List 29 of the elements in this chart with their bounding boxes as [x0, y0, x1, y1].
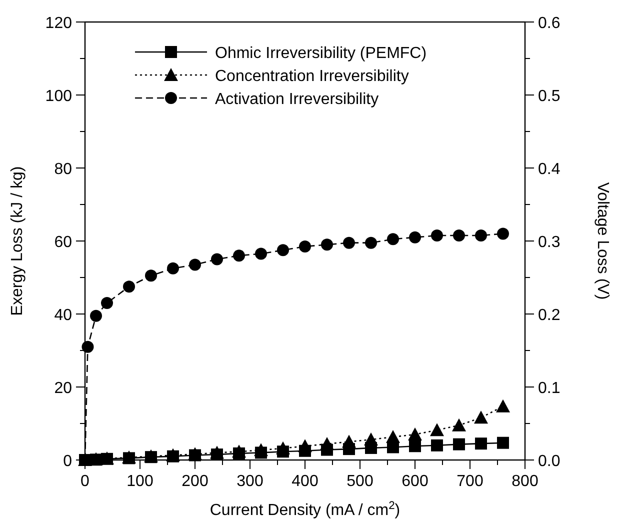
legend-label: Concentration Irreversibility — [215, 68, 409, 85]
y-tick-label: 80 — [54, 161, 72, 178]
y2-tick-label: 0.5 — [538, 88, 560, 105]
x-tick-label: 400 — [292, 473, 318, 490]
y2-tick-label: 0.1 — [538, 380, 560, 397]
y-tick-label: 100 — [45, 88, 72, 105]
y-tick-label: 40 — [54, 307, 72, 324]
x-axis-title: Current Density (mA / cm$^{2}$) — [210, 500, 400, 519]
y-tick-label: 20 — [54, 380, 72, 397]
x-tick-label: 200 — [182, 473, 208, 490]
y-axis-title: Exergy Loss (kJ / kg) — [9, 166, 26, 316]
x-tick-label: 300 — [236, 473, 264, 490]
y2-axis-title: Voltage Loss (V) — [594, 182, 611, 300]
x-tick-label: 100 — [126, 473, 154, 490]
legend-label: Ohmic Irreversibility (PEMFC) — [215, 45, 427, 62]
legend-label: Activation Irreversibility — [215, 91, 379, 108]
y-tick-label: 60 — [54, 234, 72, 251]
y-tick-label: 0 — [63, 453, 72, 470]
x-tick-label: 0 — [80, 473, 90, 490]
y-tick-label: 120 — [45, 15, 72, 32]
y2-tick-label: 0.4 — [538, 161, 560, 178]
x-tick-label: 500 — [346, 473, 374, 490]
x-tick-label: 800 — [512, 473, 538, 490]
y2-tick-label: 0.3 — [538, 234, 560, 251]
y2-tick-label: 0.6 — [538, 15, 560, 32]
y2-tick-label: 0.0 — [538, 453, 560, 470]
x-tick-label: 600 — [402, 473, 428, 490]
x-tick-label: 700 — [456, 473, 484, 490]
y2-tick-label: 0.2 — [538, 307, 560, 324]
